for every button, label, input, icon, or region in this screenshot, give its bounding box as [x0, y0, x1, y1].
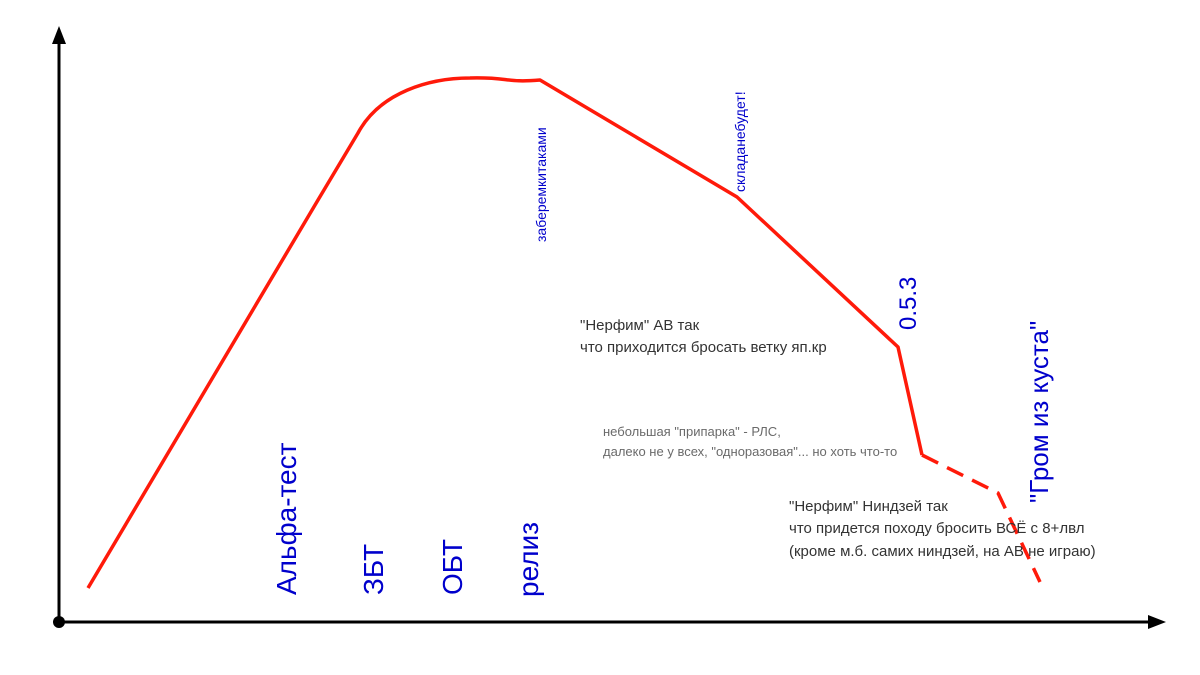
- stage-label-release: релиз: [513, 522, 544, 597]
- event-label-grom: "Гром из куста": [1024, 321, 1054, 503]
- note-nerf-av: "Нерфим" АВ так что приходится бросать в…: [580, 317, 827, 356]
- event-label-kitaki: заберемкитаками: [533, 127, 549, 242]
- stage-label-obt: ОБТ: [437, 539, 468, 595]
- note-rls-line: небольшая "припарка" - РЛС,: [603, 424, 781, 439]
- stage-label-zbt: ЗБТ: [358, 544, 389, 595]
- series-line-dashed: [921, 453, 1042, 583]
- note-nerf-av-line: "Нерфим" АВ так: [580, 317, 700, 334]
- event-label-sklada: складанебудет!: [732, 91, 748, 192]
- note-rls: небольшая "припарка" - РЛС, далеко не у …: [603, 424, 897, 459]
- y-axis-arrow-icon: [52, 26, 66, 44]
- note-nerf-ninja-line: (кроме м.б. самих ниндзей, на АВ не игра…: [789, 543, 1096, 560]
- x-axis-arrow-icon: [1148, 615, 1166, 629]
- note-nerf-ninja-line: что придется походу бросить ВСЁ с 8+лвл: [789, 520, 1084, 537]
- note-rls-line: далеко не у всех, "одноразовая"... но хо…: [603, 444, 897, 459]
- note-nerf-av-line: что приходится бросать ветку яп.кр: [580, 339, 827, 356]
- origin-dot: [53, 616, 65, 628]
- note-nerf-ninja-line: "Нерфим" Ниндзей так: [789, 498, 948, 515]
- series-line-solid: [86, 76, 924, 589]
- note-nerf-ninja: "Нерфим" Ниндзей так что придется походу…: [789, 498, 1096, 560]
- stage-label-alpha: Альфа-тест: [271, 442, 302, 595]
- event-label-053: 0.5.3: [895, 277, 922, 330]
